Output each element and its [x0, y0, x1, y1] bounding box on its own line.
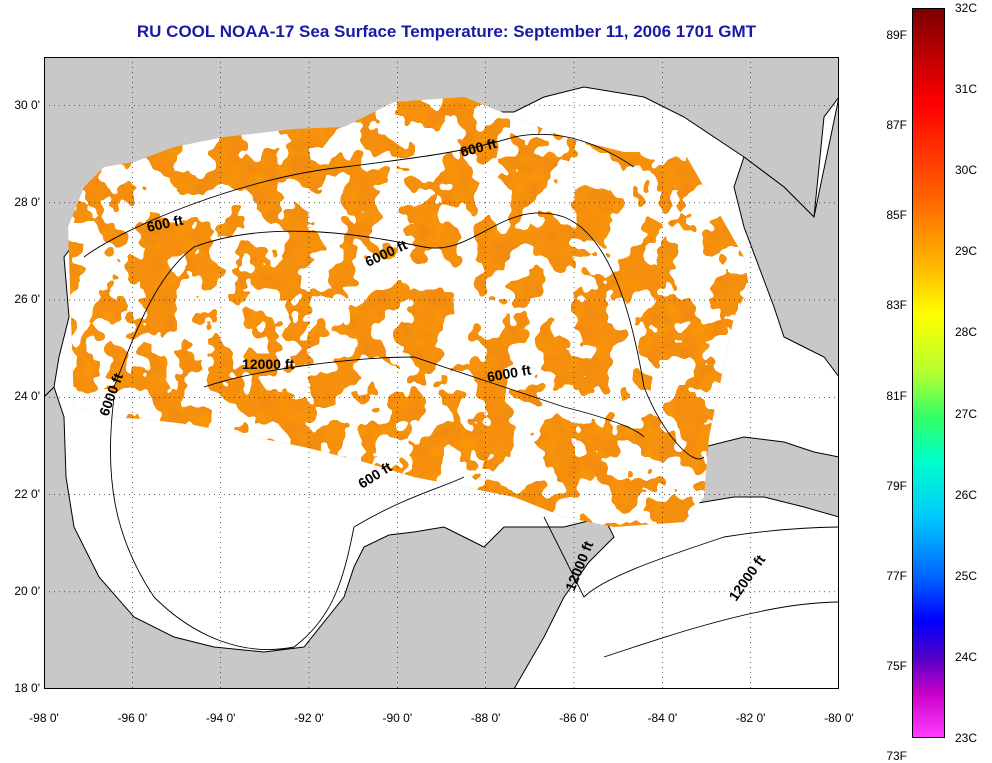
longitude-tick-label: -96 0' [117, 711, 148, 725]
colorbar-celsius-label: 26C [955, 487, 978, 502]
sst-map: 600 ft 600 ft 6000 ft 12000 ft 6000 ft 6… [44, 57, 839, 689]
land-florida [733, 96, 839, 689]
colorbar [912, 8, 945, 738]
latitude-tick-label: 18 0' [14, 681, 40, 695]
colorbar-fahrenheit-label: 81F [886, 388, 907, 403]
contour-12000ft-se [603, 601, 839, 658]
longitude-tick-label: -84 0' [647, 711, 678, 725]
latitude-tick-label: 22 0' [14, 486, 40, 501]
colorbar-celsius-label: 28C [955, 325, 978, 340]
contour-12000ft [203, 356, 645, 438]
longitude-tick-label: -94 0' [205, 711, 236, 725]
contour-600ft [83, 133, 635, 258]
colorbar-celsius-label: 27C [955, 406, 978, 421]
colorbar-celsius-label: 23C [955, 731, 978, 745]
colorbar-celsius-label: 32C [955, 1, 978, 15]
contour-12000ft-south [543, 516, 839, 598]
contour-6000ft [113, 212, 705, 460]
colorbar-fahrenheit-label: 79F [886, 478, 907, 493]
latitude-tick-label: 26 0' [14, 292, 40, 307]
colorbar-celsius-label: 29C [955, 244, 978, 259]
longitude-tick-label: -82 0' [735, 711, 766, 725]
longitude-tick-label: -88 0' [470, 711, 501, 725]
latitude-tick-label: 30 0' [14, 97, 40, 112]
latitude-tick-label: 24 0' [14, 389, 40, 404]
colorbar-fahrenheit-label: 89F [886, 28, 907, 43]
longitude-tick-label: -80 0' [824, 711, 854, 725]
map-frame [44, 57, 839, 689]
contour-600ft-south [110, 396, 465, 650]
longitude-tick-label: -98 0' [29, 711, 59, 725]
latitude-tick-label: 20 0' [14, 583, 40, 598]
colorbar-fahrenheit-label: 73F [886, 749, 907, 763]
contour-label: 6000 ft [486, 361, 533, 385]
colorbar-fahrenheit-label: 85F [886, 208, 907, 223]
longitude-tick-label: -92 0' [294, 711, 324, 725]
colorbar-fahrenheit-label: 87F [886, 118, 907, 133]
longitude-tick-label: -90 0' [382, 711, 413, 725]
land-mexico [44, 386, 615, 689]
latitude-tick-label: 28 0' [14, 194, 40, 209]
graticule [44, 57, 839, 689]
longitude-tick-label: -86 0' [559, 711, 589, 725]
contour-label: 600 ft [145, 212, 184, 235]
bathymetry-contours [83, 133, 839, 658]
colorbar-celsius-label: 24C [955, 649, 978, 664]
map-title: RU COOL NOAA-17 Sea Surface Temperature:… [136, 22, 757, 41]
colorbar-celsius-label: 31C [955, 82, 978, 97]
colorbar-fahrenheit-label: 75F [886, 658, 907, 673]
colorbar-fahrenheit-label: 83F [886, 298, 907, 313]
colorbar-celsius-label: 25C [955, 568, 978, 583]
contour-label: 12000 ft [242, 356, 294, 372]
colorbar-celsius-label: 30C [955, 163, 978, 178]
colorbar-fahrenheit-label: 77F [886, 568, 907, 583]
